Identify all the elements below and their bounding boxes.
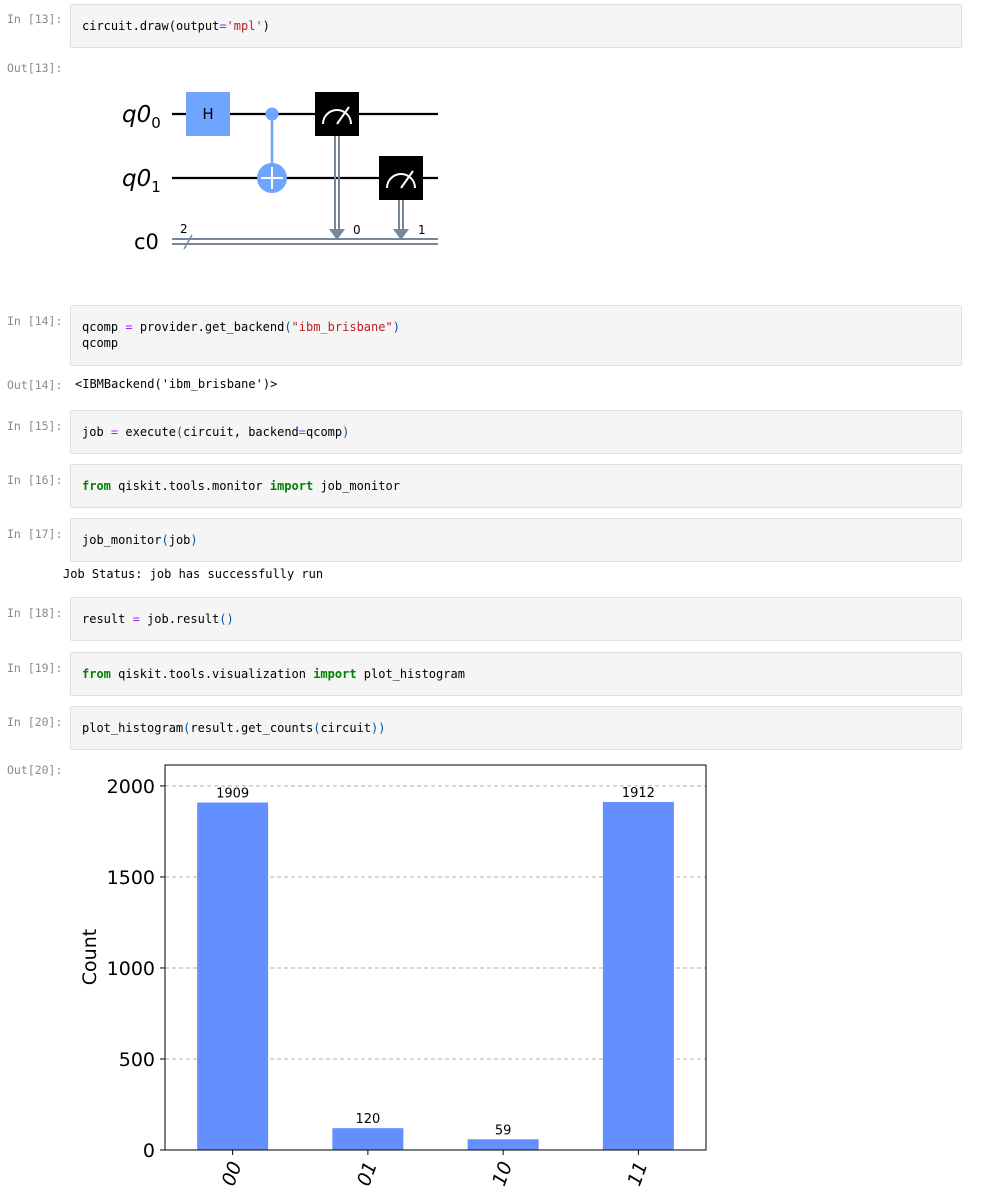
code-cell-16[interactable]: from qiskit.tools.monitor import job_mon… [70,464,962,508]
bar-01 [332,1128,404,1150]
code-line: circuit.draw(output='mpl') [82,19,270,33]
qubit-label-0: q00 [122,102,161,132]
measure-bit-0: 0 [353,223,361,237]
y-tick-label: 1000 [107,958,155,980]
code-cell-17[interactable]: job_monitor(job) [70,518,962,562]
meter-icon [386,173,416,189]
x-tick-label-00: 00 [218,1159,247,1189]
code-line: from qiskit.tools.visualization import p… [82,667,465,681]
out-prompt-13: Out[13]: [7,61,63,75]
y-axis-label: Count [79,929,101,985]
qubit-label-1: q01 [122,166,161,196]
code-line: qcomp [82,336,119,350]
cnot-control [265,107,279,121]
code-line: from qiskit.tools.monitor import job_mon… [82,479,400,493]
output-text-17: Job Status: job has successfully run [63,567,324,581]
y-tick-label: 2000 [107,776,155,798]
out-prompt-14: Out[14]: [7,378,63,392]
bar-10 [467,1139,539,1150]
code-line: result = job.result() [82,612,234,626]
in-prompt-18: In [18]: [7,606,63,620]
code-line: plot_histogram(result.get_counts(circuit… [82,721,386,735]
code-cell-13[interactable]: circuit.draw(output='mpl') [70,4,962,48]
h-gate-label: H [202,105,213,123]
data-label-01: 120 [355,1112,380,1127]
in-prompt-13: In [13]: [7,12,63,26]
x-tick-label-11: 11 [623,1159,652,1189]
h-gate [186,92,230,136]
in-prompt-16: In [16]: [7,473,63,487]
code-cell-19[interactable]: from qiskit.tools.visualization import p… [70,652,962,696]
bar-00 [197,802,269,1150]
code-cell-20[interactable]: plot_histogram(result.get_counts(circuit… [70,706,962,750]
code-line: qcomp = provider.get_backend("ibm_brisba… [82,320,400,334]
measure-gate-1 [379,156,423,200]
code-line: job = execute(circuit, backend=qcomp) [82,425,350,439]
in-prompt-17: In [17]: [7,527,63,541]
classical-label: c0 [134,230,159,254]
in-prompt-20: In [20]: [7,715,63,729]
measure-bit-1: 1 [418,223,426,237]
plot-frame [164,764,707,1151]
out-prompt-20: Out[20]: [7,763,63,777]
meter-icon [322,109,352,125]
in-prompt-19: In [19]: [7,661,63,675]
measure-1-arrow [393,229,409,240]
code-cell-18[interactable]: result = job.result() [70,597,962,641]
in-prompt-15: In [15]: [7,419,63,433]
bar-11 [602,801,674,1150]
x-tick-label-10: 10 [488,1159,517,1189]
output-text-14: <IBMBackend('ibm_brisbane')> [75,377,278,391]
data-label-11: 1912 [622,786,655,801]
classical-width-label: 2 [180,222,188,236]
y-tick-label: 1500 [107,867,155,889]
data-label-10: 59 [495,1123,512,1138]
measure-0-arrow [329,229,345,240]
x-tick-label-01: 01 [353,1159,382,1189]
measure-gate-0 [315,92,359,136]
y-tick-label: 500 [119,1049,155,1071]
code-cell-14[interactable]: qcomp = provider.get_backend("ibm_brisba… [70,305,962,366]
code-cell-15[interactable]: job = execute(circuit, backend=qcomp) [70,410,962,454]
classical-bus-slash [183,234,193,250]
data-label-00: 1909 [216,786,249,801]
in-prompt-14: In [14]: [7,314,63,328]
y-tick-label: 0 [143,1140,155,1162]
code-line: job_monitor(job) [82,533,198,547]
circuit-diagram: q00 q01 c0 2 H 0 1 [122,92,438,254]
